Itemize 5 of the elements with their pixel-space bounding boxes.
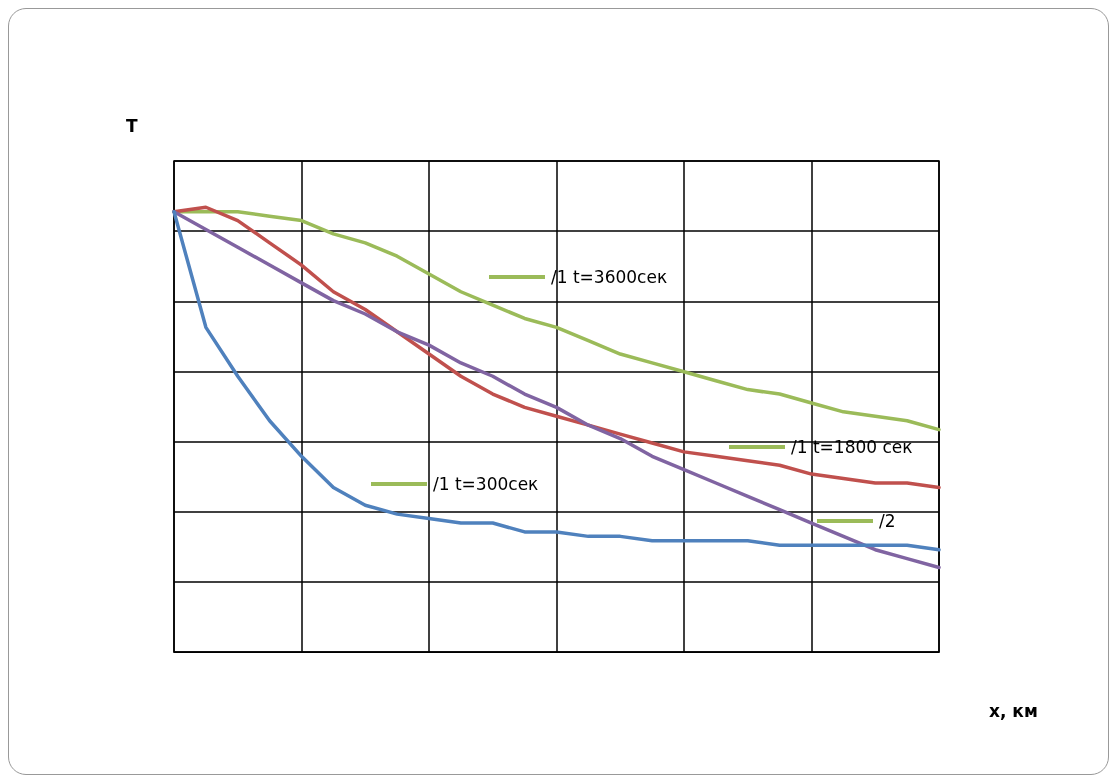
x-axis-title: x, км: [989, 700, 1038, 721]
annotation: /1 t=1800 сек: [791, 437, 913, 457]
annotation: /2: [879, 511, 896, 531]
annotation: /1 t=300сек: [433, 474, 539, 494]
y-axis-title: T: [126, 115, 138, 136]
